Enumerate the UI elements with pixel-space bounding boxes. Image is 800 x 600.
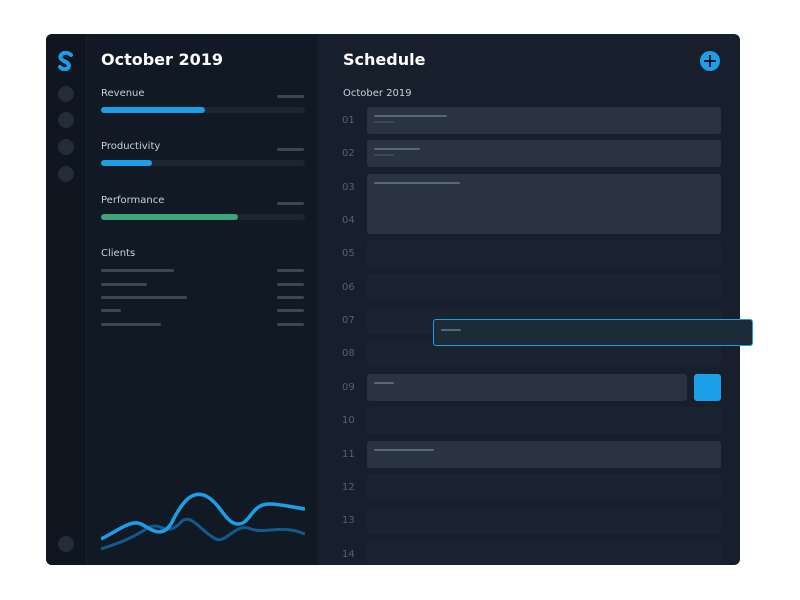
hour-label: 03: [342, 181, 355, 193]
time-slot[interactable]: [367, 540, 721, 565]
time-slot[interactable]: [367, 240, 721, 268]
placeholder: [101, 309, 121, 312]
sparkline-line: [101, 492, 305, 541]
sidebar: [46, 34, 87, 565]
avatar[interactable]: [58, 536, 74, 552]
nav-icon[interactable]: [58, 139, 74, 155]
placeholder: [101, 283, 147, 286]
nav-icon[interactable]: [58, 166, 74, 182]
time-slot[interactable]: [367, 273, 721, 301]
app-window: October 2019 Revenue Productivity Perfor…: [46, 34, 740, 565]
hour-label: 12: [342, 481, 355, 493]
hour-label: 10: [342, 415, 355, 427]
placeholder: [277, 148, 304, 151]
hour-label: 08: [342, 348, 355, 360]
event[interactable]: [367, 107, 721, 134]
metric-label: Revenue: [101, 88, 145, 99]
schedule-month: October 2019: [343, 88, 412, 99]
hour-label: 14: [342, 548, 355, 560]
hour-label: 01: [342, 115, 355, 126]
hour-label: 11: [342, 448, 355, 460]
hour-label: 05: [342, 248, 355, 260]
placeholder: [277, 202, 304, 205]
progress-bar: [101, 160, 152, 166]
placeholder: [374, 148, 420, 151]
placeholder: [101, 296, 187, 299]
hour-label: 07: [342, 315, 355, 327]
time-slot[interactable]: [367, 507, 721, 535]
event-color[interactable]: [694, 373, 721, 401]
time-slot[interactable]: [367, 407, 721, 435]
metric-label: Productivity: [101, 141, 161, 152]
placeholder: [374, 181, 460, 184]
placeholder: [374, 154, 394, 157]
add-button[interactable]: [699, 50, 721, 72]
placeholder: [277, 269, 304, 272]
placeholder: [277, 323, 304, 326]
hour-label: 06: [342, 281, 355, 293]
metric-label: Performance: [101, 195, 165, 206]
placeholder: [441, 329, 461, 331]
sparkline: [101, 492, 305, 551]
progress-track: [101, 107, 305, 113]
stats-panel: October 2019 Revenue Productivity Perfor…: [87, 34, 318, 565]
stats-title: October 2019: [101, 50, 224, 69]
placeholder: [374, 448, 434, 451]
progress-bar: [101, 107, 205, 113]
nav-icon[interactable]: [58, 86, 74, 102]
placeholder: [374, 115, 447, 117]
placeholder: [277, 309, 304, 312]
event[interactable]: [367, 373, 687, 401]
event[interactable]: [367, 440, 721, 468]
hour-label: 02: [342, 148, 355, 160]
placeholder: [277, 296, 304, 299]
hour-label: 13: [342, 515, 355, 527]
hour-label: 04: [342, 215, 355, 227]
progress-bar: [101, 214, 238, 220]
sparkline-line: [101, 517, 305, 551]
schedule-title: Schedule: [343, 50, 426, 69]
placeholder: [374, 121, 394, 123]
placeholder: [374, 381, 394, 384]
placeholder: [101, 269, 174, 272]
placeholder: [101, 323, 161, 326]
hour-label: 09: [342, 381, 355, 393]
event[interactable]: [367, 140, 721, 168]
event[interactable]: [367, 173, 721, 234]
placeholder: [277, 283, 304, 286]
progress-track: [101, 160, 305, 166]
progress-track: [101, 214, 305, 220]
dragged-event[interactable]: [433, 319, 753, 346]
logo[interactable]: [58, 51, 74, 71]
clients-label: Clients: [101, 248, 136, 259]
placeholder: [277, 95, 304, 98]
time-slot[interactable]: [367, 473, 721, 501]
nav-icon[interactable]: [58, 112, 74, 128]
